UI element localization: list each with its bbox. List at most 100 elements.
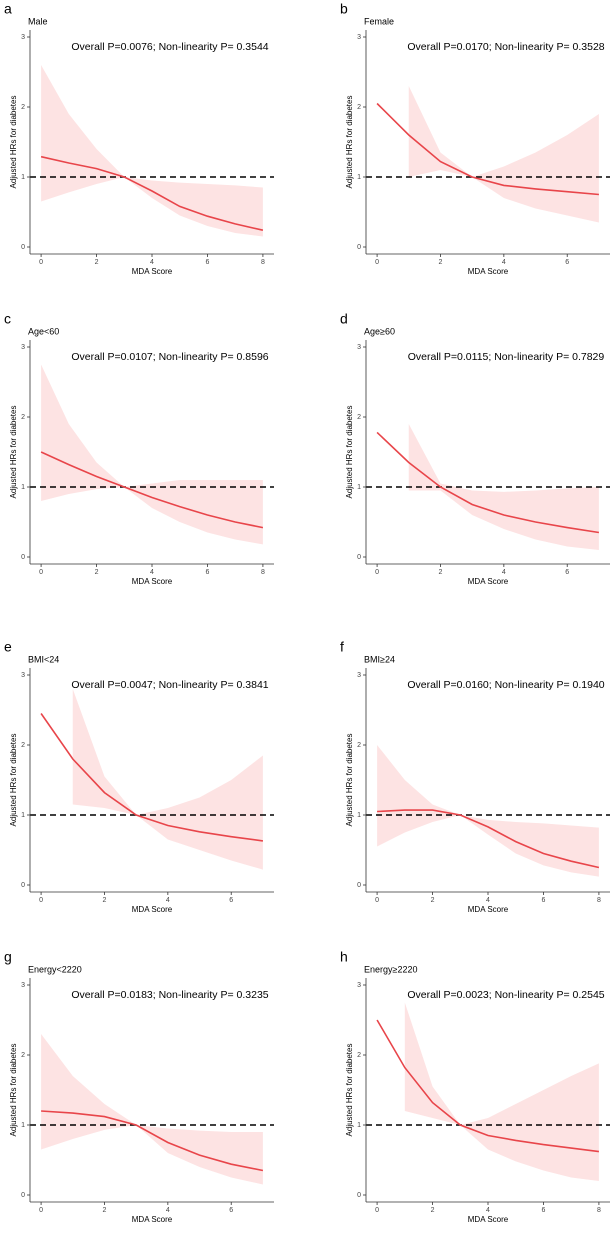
y-tick-label: 3 <box>357 34 361 41</box>
ci-band <box>41 1034 263 1185</box>
y-tick-label: 3 <box>21 344 25 351</box>
x-tick-label: 6 <box>565 259 569 266</box>
panel-letter: a <box>4 1 12 17</box>
hr-line <box>40 451 264 529</box>
y-tick-label: 0 <box>357 882 361 889</box>
x-tick-label: 2 <box>103 1207 107 1214</box>
x-tick-label: 2 <box>431 897 435 904</box>
x-tick-label: 4 <box>166 897 170 904</box>
x-axis-label: MDA Score <box>132 1215 173 1224</box>
y-tick-label: 0 <box>21 554 25 561</box>
y-axis-label: Adjusted HRs for diabetes <box>345 1044 354 1137</box>
x-tick-label: 0 <box>39 569 43 576</box>
x-axis-label: MDA Score <box>468 267 509 276</box>
x-tick-label: 6 <box>206 259 210 266</box>
y-tick-label: 3 <box>357 982 361 989</box>
y-tick-label: 2 <box>21 414 25 421</box>
ci-band <box>408 424 599 550</box>
x-tick-label: 2 <box>439 569 443 576</box>
x-tick-label: 8 <box>597 1207 601 1214</box>
y-tick-label: 2 <box>21 104 25 111</box>
y-tick-label: 1 <box>357 1122 361 1129</box>
hr-line <box>377 809 600 869</box>
x-tick-label: 4 <box>150 259 154 266</box>
y-tick-label: 2 <box>21 1052 25 1059</box>
x-tick-label: 0 <box>375 569 379 576</box>
annotation: Overall P=0.0076; Non-linearity P= 0.354… <box>71 41 268 53</box>
x-tick-label: 6 <box>229 897 233 904</box>
panel-title: Age≥60 <box>364 326 395 336</box>
annotation: Overall P=0.0115; Non-linearity P= 0.782… <box>408 351 605 363</box>
panel-letter: b <box>340 1 348 17</box>
ci-band <box>72 689 263 870</box>
x-tick-label: 0 <box>39 897 43 904</box>
y-axis-label: Adjusted HRs for diabetes <box>345 734 354 827</box>
y-tick-label: 1 <box>357 812 361 819</box>
y-axis-label: Adjusted HRs for diabetes <box>9 734 18 827</box>
panel-letter: h <box>340 949 348 965</box>
hr-line <box>41 1110 264 1172</box>
y-tick-label: 3 <box>21 982 25 989</box>
y-tick-label: 0 <box>357 554 361 561</box>
y-tick-label: 0 <box>21 244 25 251</box>
panel-letter: c <box>4 311 11 327</box>
x-tick-label: 6 <box>206 569 210 576</box>
x-tick-label: 8 <box>261 259 265 266</box>
y-tick-label: 3 <box>21 34 25 41</box>
y-axis-label: Adjusted HRs for diabetes <box>345 406 354 499</box>
y-tick-label: 1 <box>357 174 361 181</box>
annotation: Overall P=0.0160; Non-linearity P= 0.194… <box>407 679 604 691</box>
panel-title: BMI<24 <box>28 654 59 664</box>
hr-line <box>40 155 264 231</box>
y-tick-label: 3 <box>357 672 361 679</box>
hr-line <box>40 713 264 842</box>
y-tick-label: 0 <box>357 1192 361 1199</box>
x-tick-label: 0 <box>375 1207 379 1214</box>
x-axis-label: MDA Score <box>468 905 509 914</box>
x-tick-label: 0 <box>39 1207 43 1214</box>
ci-band <box>377 745 599 877</box>
y-tick-label: 2 <box>357 414 361 421</box>
y-axis-label: Adjusted HRs for diabetes <box>345 96 354 189</box>
x-tick-label: 6 <box>565 569 569 576</box>
y-tick-label: 2 <box>21 742 25 749</box>
x-tick-label: 4 <box>150 569 154 576</box>
y-tick-label: 1 <box>357 484 361 491</box>
annotation: Overall P=0.0170; Non-linearity P= 0.352… <box>407 41 604 53</box>
x-tick-label: 4 <box>486 897 490 904</box>
x-tick-label: 2 <box>95 259 99 266</box>
y-tick-label: 0 <box>21 882 25 889</box>
ci-band <box>41 65 263 237</box>
panel-title: Energy<2220 <box>28 964 82 974</box>
x-tick-label: 0 <box>39 259 43 266</box>
panel-title: Female <box>364 16 394 26</box>
ci-band <box>408 86 599 223</box>
x-tick-label: 0 <box>375 897 379 904</box>
y-tick-label: 2 <box>357 1052 361 1059</box>
hr-line <box>376 1019 600 1153</box>
y-tick-label: 3 <box>357 344 361 351</box>
x-tick-label: 2 <box>431 1207 435 1214</box>
x-tick-label: 2 <box>103 897 107 904</box>
y-tick-label: 3 <box>21 672 25 679</box>
x-axis-label: MDA Score <box>132 577 173 586</box>
panel-title: Male <box>28 16 48 26</box>
x-axis-label: MDA Score <box>468 1215 509 1224</box>
y-axis-label: Adjusted HRs for diabetes <box>9 1044 18 1137</box>
x-tick-label: 8 <box>261 569 265 576</box>
y-tick-label: 0 <box>357 244 361 251</box>
x-tick-label: 6 <box>542 897 546 904</box>
panel-letter: g <box>4 949 12 965</box>
y-tick-label: 1 <box>21 484 25 491</box>
y-tick-label: 1 <box>21 1122 25 1129</box>
x-tick-label: 0 <box>375 259 379 266</box>
ci-band <box>404 1002 599 1181</box>
y-tick-label: 2 <box>357 104 361 111</box>
y-tick-label: 2 <box>357 742 361 749</box>
hr-line <box>376 102 599 196</box>
x-tick-label: 4 <box>486 1207 490 1214</box>
panel-letter: f <box>340 639 344 655</box>
x-tick-label: 6 <box>542 1207 546 1214</box>
x-axis-label: MDA Score <box>132 267 173 276</box>
